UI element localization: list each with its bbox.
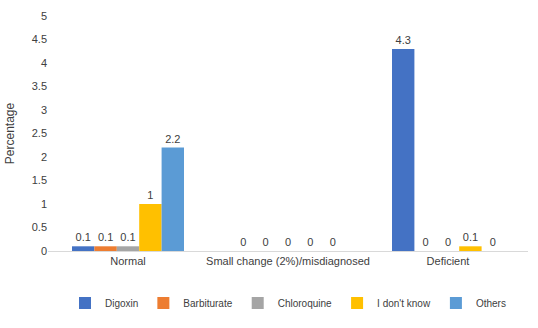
svg-text:2.2: 2.2 bbox=[165, 133, 180, 145]
svg-text:Small change (2%)/misdiagnosed: Small change (2%)/misdiagnosed bbox=[206, 255, 370, 267]
svg-text:Others: Others bbox=[476, 298, 506, 309]
svg-text:0.5: 0.5 bbox=[32, 221, 47, 233]
svg-text:5: 5 bbox=[41, 10, 47, 22]
svg-text:4.3: 4.3 bbox=[396, 34, 411, 46]
svg-text:0: 0 bbox=[445, 236, 451, 248]
svg-text:3.5: 3.5 bbox=[32, 80, 47, 92]
svg-text:0: 0 bbox=[423, 236, 429, 248]
svg-text:1.5: 1.5 bbox=[32, 174, 47, 186]
svg-text:0: 0 bbox=[490, 236, 496, 248]
svg-text:4.5: 4.5 bbox=[32, 33, 47, 45]
svg-text:1: 1 bbox=[147, 189, 153, 201]
svg-text:0: 0 bbox=[330, 236, 336, 248]
svg-text:Digoxin: Digoxin bbox=[105, 298, 138, 309]
svg-text:0.1: 0.1 bbox=[98, 231, 113, 243]
svg-text:Deficient: Deficient bbox=[427, 255, 470, 267]
svg-text:0: 0 bbox=[240, 236, 246, 248]
svg-text:3: 3 bbox=[41, 104, 47, 116]
svg-text:2.5: 2.5 bbox=[32, 127, 47, 139]
svg-text:0: 0 bbox=[285, 236, 291, 248]
svg-text:Normal: Normal bbox=[110, 255, 145, 267]
svg-text:0: 0 bbox=[41, 245, 47, 257]
svg-text:0.1: 0.1 bbox=[76, 231, 91, 243]
svg-text:Barbiturate: Barbiturate bbox=[183, 298, 232, 309]
svg-text:0.1: 0.1 bbox=[120, 231, 135, 243]
svg-text:Percentage: Percentage bbox=[3, 102, 17, 164]
svg-text:0: 0 bbox=[307, 236, 313, 248]
svg-text:I don't know: I don't know bbox=[377, 298, 431, 309]
svg-text:4: 4 bbox=[41, 57, 47, 69]
svg-text:Chloroquine: Chloroquine bbox=[278, 298, 332, 309]
svg-text:2: 2 bbox=[41, 151, 47, 163]
svg-text:0: 0 bbox=[263, 236, 269, 248]
svg-text:1: 1 bbox=[41, 198, 47, 210]
svg-text:0.1: 0.1 bbox=[463, 231, 478, 243]
